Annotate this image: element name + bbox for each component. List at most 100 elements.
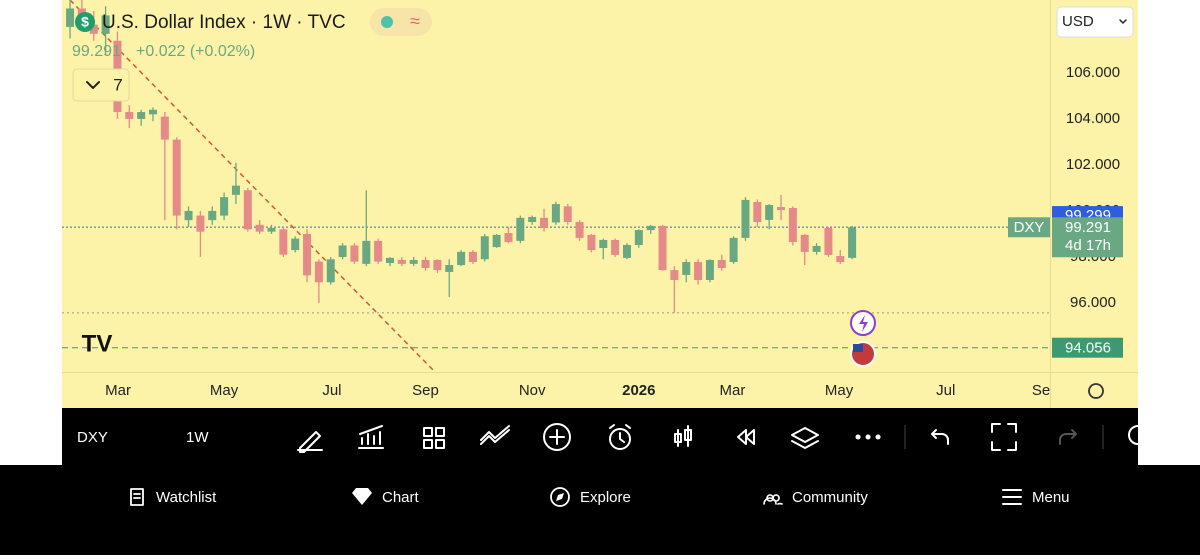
candle-body <box>89 24 98 34</box>
undo-icon[interactable] <box>931 429 949 445</box>
nav-label[interactable]: Chart <box>382 489 420 506</box>
lightning <box>859 315 868 332</box>
symbol-tag: DXY <box>1014 219 1045 236</box>
candle-body <box>622 245 631 258</box>
candle-body <box>385 257 394 263</box>
community-icon[interactable] <box>763 494 783 505</box>
candle-body <box>599 239 608 248</box>
indicators-icon[interactable] <box>358 425 384 449</box>
x-tick-label: Jul <box>322 382 341 399</box>
candle-body <box>172 139 181 216</box>
candle-body <box>492 234 501 248</box>
alert-icon[interactable] <box>609 428 631 450</box>
toolbar-symbol[interactable]: DXY <box>77 429 108 446</box>
candle-body <box>836 256 845 263</box>
candle-body <box>682 262 691 275</box>
candle-body <box>314 261 323 283</box>
candle-body <box>658 225 667 271</box>
indicators-toggle[interactable] <box>72 68 130 102</box>
flag-canton <box>853 344 863 352</box>
menu-icon[interactable] <box>1002 489 1022 505</box>
last-value-label: 99.291 <box>1065 219 1111 236</box>
candle-body <box>646 225 655 231</box>
alert-label-bg <box>1052 337 1123 358</box>
candle-body <box>729 237 738 263</box>
candle-body <box>208 210 217 221</box>
candle-body <box>800 234 809 252</box>
select-arrow <box>1119 19 1127 24</box>
chart-icon[interactable] <box>352 488 372 505</box>
candle-body <box>137 112 146 119</box>
nav-label[interactable]: Menu <box>1032 489 1070 506</box>
candle-body <box>457 251 466 266</box>
nav-icons <box>130 487 1022 507</box>
candle-body <box>125 112 134 119</box>
x-tick-label: May <box>210 382 239 399</box>
y-tick-label: 96.000 <box>1070 294 1116 311</box>
price-axis: 96.00098.000100.000102.000104.000106.000… <box>1052 64 1123 358</box>
candle-body <box>149 109 158 115</box>
redo-icon[interactable] <box>1059 429 1077 445</box>
x-tick-label: Mar <box>105 382 131 399</box>
candle-body <box>362 240 371 264</box>
alert-label: 94.056 <box>1065 340 1111 357</box>
alert-hands <box>609 424 631 443</box>
candle-body <box>160 116 169 140</box>
trendline <box>69 0 436 372</box>
explore-icon[interactable] <box>550 487 570 507</box>
compass <box>556 493 564 501</box>
candle-body <box>243 190 252 230</box>
chart-background <box>62 0 1138 408</box>
candle-body <box>220 197 229 216</box>
replay-icon[interactable] <box>737 429 755 445</box>
bottom-nav <box>0 465 1200 555</box>
candle-body <box>575 222 584 238</box>
candle-body <box>694 262 703 280</box>
candle-body <box>788 207 797 243</box>
candle-body <box>480 236 489 260</box>
status-pill[interactable] <box>370 8 432 36</box>
candle-body <box>291 238 300 251</box>
candle-body <box>267 227 276 232</box>
draw-icon[interactable] <box>297 431 323 453</box>
fullscreen-icon[interactable] <box>991 423 1017 451</box>
x-tick-label: Jul <box>936 382 955 399</box>
x-tick-label: Sep <box>1032 382 1059 399</box>
y-tick-label: 104.000 <box>1066 110 1120 127</box>
last-value-label-bg <box>1052 217 1123 258</box>
candle-body <box>350 245 359 262</box>
status-dot <box>381 16 393 28</box>
bars-icon[interactable] <box>674 425 692 447</box>
add-icon[interactable] <box>543 423 571 451</box>
candle-body <box>196 215 205 232</box>
candle-body <box>255 224 264 232</box>
cut-icon[interactable] <box>1128 425 1148 445</box>
change: +0.022 (+0.02%) <box>136 43 255 60</box>
toolbar-interval[interactable]: 1W <box>186 429 209 446</box>
candle-body <box>409 259 418 264</box>
candle-body <box>528 216 537 223</box>
candle-body <box>445 265 454 272</box>
symbol-logo <box>75 12 95 32</box>
x-tick-label: May <box>825 382 854 399</box>
candle-body <box>279 229 288 255</box>
nav-label[interactable]: Community <box>792 489 868 506</box>
currency: USD <box>1062 13 1094 30</box>
currency-select[interactable] <box>1056 6 1134 38</box>
nav-label[interactable]: Explore <box>580 489 631 506</box>
watchlist-icon[interactable] <box>130 488 144 506</box>
indicator-count: 7 <box>113 75 122 94</box>
candle-body <box>421 259 430 269</box>
x-tick-label: Sep <box>412 382 439 399</box>
candle-body <box>468 251 477 263</box>
candle-body <box>66 8 75 27</box>
candle-body <box>551 204 560 223</box>
candle-body <box>397 259 406 264</box>
layout-icon[interactable] <box>423 427 445 449</box>
compare-icon[interactable] <box>480 425 510 445</box>
settings-icon[interactable] <box>1088 383 1104 399</box>
nav-label[interactable]: Watchlist <box>156 489 217 506</box>
layers-icon[interactable] <box>791 427 819 449</box>
